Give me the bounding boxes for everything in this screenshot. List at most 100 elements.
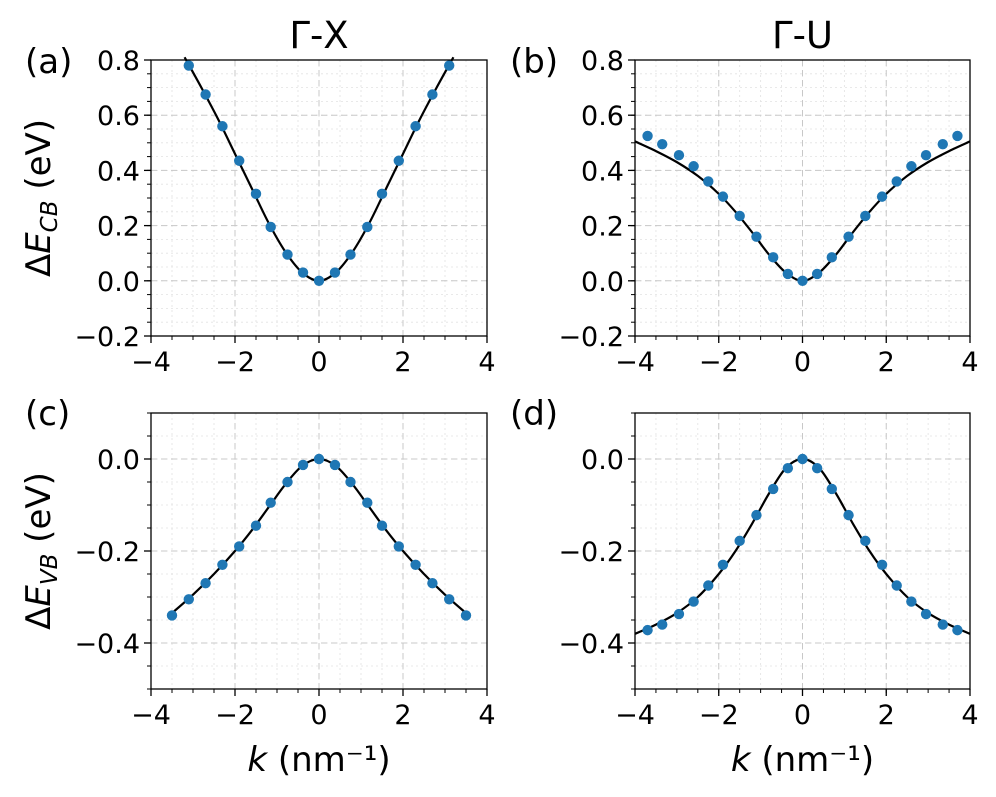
y-tick-label: 0.6 <box>97 101 140 132</box>
data-point <box>767 483 779 495</box>
data-point <box>376 520 388 531</box>
x-tick-label: 2 <box>878 700 895 731</box>
y-tick-label: 0.0 <box>97 445 140 476</box>
x-tick-label: −4 <box>131 347 171 378</box>
panel-title: Γ-X <box>289 14 348 57</box>
y-tick-label: 0.0 <box>97 267 140 298</box>
data-point <box>920 150 932 161</box>
panel-label: (d) <box>510 394 558 434</box>
data-point <box>444 594 455 605</box>
data-point <box>717 191 729 202</box>
x-tick-label: 0 <box>310 347 327 378</box>
x-tick-label: 4 <box>478 347 495 378</box>
data-point <box>282 476 293 488</box>
data-point <box>313 453 325 465</box>
data-point <box>876 559 888 570</box>
x-axis-label: k (nm⁻¹) <box>731 740 874 780</box>
data-point <box>329 459 341 471</box>
y-tick-label: 0.8 <box>97 46 140 77</box>
x-tick-label: 0 <box>310 700 327 731</box>
x-axis-label: k (nm⁻¹) <box>247 740 390 780</box>
data-point <box>362 221 373 233</box>
data-point <box>444 60 455 71</box>
data-point <box>688 161 699 172</box>
data-point <box>952 130 963 142</box>
panel-label: (a) <box>25 42 72 82</box>
x-tick-label: −2 <box>699 700 739 731</box>
x-tick-label: 4 <box>961 347 978 378</box>
x-tick-label: 2 <box>878 347 895 378</box>
data-point <box>876 191 888 202</box>
data-point <box>937 619 948 630</box>
x-tick-label: 4 <box>478 700 495 731</box>
y-tick-label: −0.2 <box>558 322 624 353</box>
data-point <box>410 121 421 132</box>
data-point <box>734 210 745 222</box>
y-tick-label: −0.2 <box>74 322 140 353</box>
panel-a: −4 −2 0 2 4 −0.2 0.0 0.2 0.4 0.6 0.8 (a) Γ-X ΔECB (eV… <box>19 14 496 378</box>
x-tick-label: −2 <box>215 700 255 731</box>
data-point <box>952 624 963 636</box>
data-point <box>811 463 823 474</box>
data-point <box>920 608 932 620</box>
x-tick-label: 2 <box>394 700 411 731</box>
data-point <box>826 483 838 495</box>
data-point <box>427 578 438 589</box>
y-tick-label: 0.4 <box>97 156 140 187</box>
data-point <box>860 210 871 222</box>
data-point <box>200 89 211 100</box>
data-point <box>183 60 194 71</box>
data-point <box>217 121 228 132</box>
data-point <box>166 610 178 621</box>
panel-b: −4 −2 0 2 4 −0.2 0.0 0.2 0.4 0.6 0.8 (b) Γ-U <box>510 14 979 378</box>
x-tick-label: −4 <box>615 347 655 378</box>
data-point <box>891 580 902 591</box>
data-point <box>345 249 356 260</box>
data-point <box>345 476 356 488</box>
data-point <box>297 459 309 471</box>
data-point <box>657 619 668 630</box>
y-tick-label: 0.2 <box>581 212 624 243</box>
data-point <box>673 150 685 161</box>
y-tick-label: −0.2 <box>558 537 624 568</box>
data-point <box>843 231 854 242</box>
data-point <box>642 624 653 636</box>
data-point <box>891 176 902 187</box>
data-point <box>265 221 276 233</box>
data-point <box>265 497 276 508</box>
panel-d: −4 −2 0 2 4 −0.4 −0.2 0.0 (d) k (nm⁻¹) <box>510 394 979 780</box>
data-point <box>843 509 854 521</box>
data-point <box>427 89 438 100</box>
data-point <box>313 275 325 286</box>
x-tick-label: 4 <box>961 700 978 731</box>
data-point <box>460 610 472 621</box>
data-point <box>183 594 194 605</box>
x-tick-label: 0 <box>794 700 811 731</box>
y-axis-label: ΔECB (eV) <box>19 119 63 277</box>
data-point <box>734 535 745 547</box>
panel-title: Γ-U <box>772 14 833 57</box>
x-tick-label: −2 <box>215 347 255 378</box>
data-point <box>657 138 668 150</box>
data-point <box>329 267 341 278</box>
y-tick-label: 0.4 <box>581 156 624 187</box>
panel-label: (c) <box>25 394 70 434</box>
data-point <box>393 541 404 552</box>
data-point <box>826 252 838 263</box>
data-point <box>782 463 794 474</box>
x-tick-label: −4 <box>615 700 655 731</box>
data-point <box>234 541 245 552</box>
x-tick-label: 0 <box>794 347 811 378</box>
data-point <box>860 535 871 547</box>
y-tick-label: 0.6 <box>581 101 624 132</box>
data-point <box>703 176 714 187</box>
data-point <box>751 509 762 521</box>
y-tick-label: −0.4 <box>74 629 140 660</box>
x-tick-label: −2 <box>699 347 739 378</box>
data-point <box>717 559 729 570</box>
data-point <box>782 268 794 280</box>
data-point <box>688 596 699 607</box>
y-tick-label: −0.4 <box>558 629 624 660</box>
data-point <box>797 275 808 286</box>
